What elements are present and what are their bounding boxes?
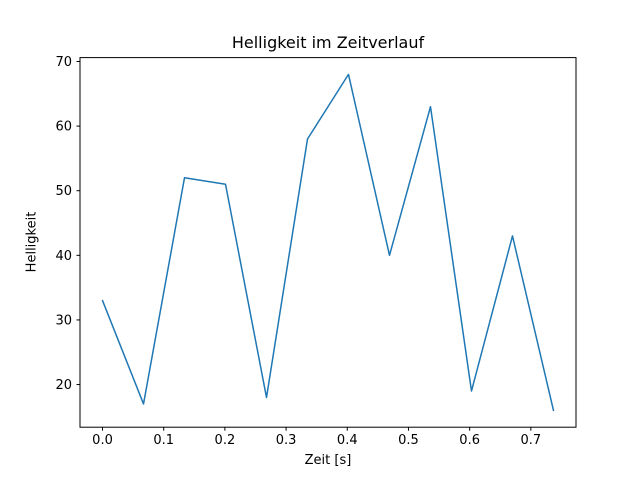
x-tick-label: 0.2 xyxy=(215,433,236,448)
x-tick-label: 0.7 xyxy=(520,433,541,448)
data-line xyxy=(101,73,555,412)
y-axis-label-text: Helligkeit xyxy=(24,211,40,273)
x-tick-label: 0.6 xyxy=(459,433,480,448)
chart-title: Helligkeit im Zeitverlauf xyxy=(231,33,425,52)
y-tick-label: 20 xyxy=(55,378,72,393)
y-tick-label: 30 xyxy=(55,313,72,328)
axes-spines xyxy=(79,57,577,428)
x-tick-label: 0.5 xyxy=(398,433,419,448)
y-tick-label: 60 xyxy=(55,120,72,135)
x-tick-label: 0.3 xyxy=(276,433,297,448)
y-tick-label: 40 xyxy=(55,249,72,264)
x-tick-label: 0.1 xyxy=(153,433,174,448)
x-tick-label: 0.0 xyxy=(92,433,113,448)
y-tick-label: 50 xyxy=(55,184,72,199)
y-tick-label: 70 xyxy=(55,55,72,70)
x-axis-label: Zeit [s] xyxy=(304,453,352,468)
x-tick-label: 0.4 xyxy=(337,433,358,448)
